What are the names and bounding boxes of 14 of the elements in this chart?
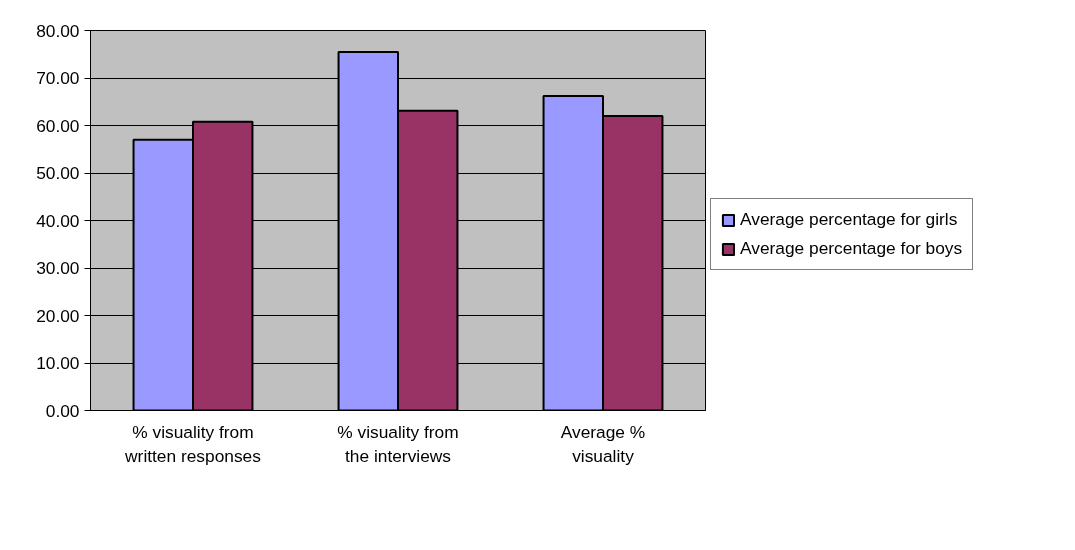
y-tick-label: 40.00: [36, 210, 80, 231]
y-tick-label: 0.00: [45, 400, 80, 421]
y-tick-label: 30.00: [36, 258, 80, 278]
legend-label: Average percentage for boys: [740, 238, 963, 259]
x-tick-label: Average % visuality: [560, 421, 646, 466]
y-tick-label: 60.00: [36, 115, 80, 136]
y-tick-label: 80.00: [36, 20, 80, 41]
y-tick-label: 20.00: [36, 305, 80, 326]
legend-label: Average percentage for girls: [740, 209, 958, 230]
y-tick-label: 10.00: [36, 353, 80, 373]
y-tick-label: 70.00: [36, 68, 80, 88]
x-tick-label: % visuality from the interviews: [337, 421, 459, 466]
x-tick-label: % visuality from written responses: [124, 421, 262, 466]
y-tick-label: 50.00: [36, 163, 80, 183]
